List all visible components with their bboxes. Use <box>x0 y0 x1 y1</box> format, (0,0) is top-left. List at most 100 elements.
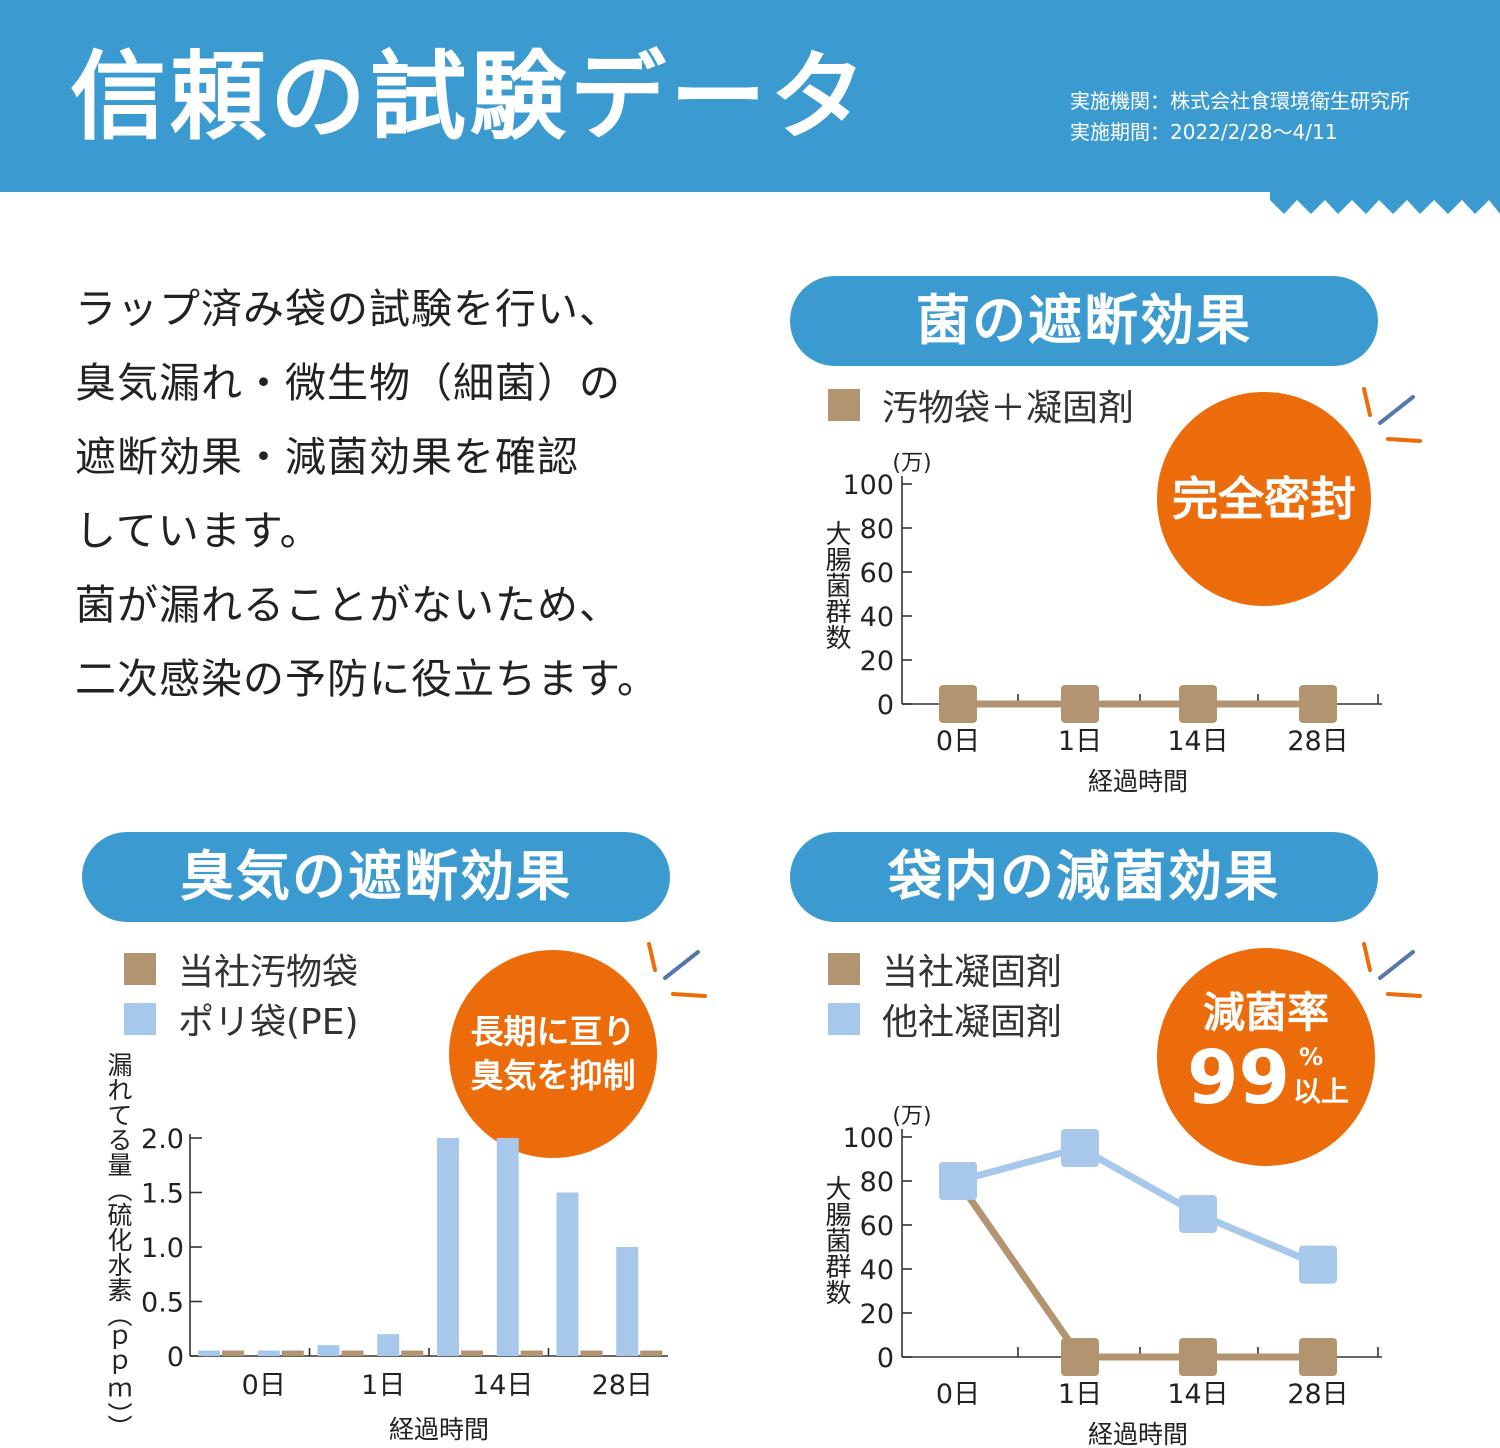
data-point <box>1299 1245 1337 1284</box>
accent-lines-icon <box>647 942 707 998</box>
legend-swatch <box>828 953 860 985</box>
data-point <box>1061 685 1099 723</box>
bar <box>377 1334 400 1356</box>
y-tick-label: 0 <box>167 1342 184 1373</box>
intro-line: 菌が漏れることがないため、 <box>75 581 621 629</box>
y-tick-label: 80 <box>860 1167 894 1198</box>
y-tick-label: 80 <box>860 514 894 545</box>
intro-text: ラップ済み袋の試験を行い、 臭気漏れ・微生物（細菌）の 遮断効果・減菌効果を確認… <box>75 272 735 716</box>
data-point <box>1299 685 1337 723</box>
y-unit-label: (万) <box>892 451 931 476</box>
x-tick-label: 28日 <box>1287 726 1348 757</box>
chart2-ylabel: 漏れてる量（硫化水素（ｐｐｍ）） <box>104 1052 133 1440</box>
bar <box>222 1350 244 1356</box>
legend-item: 汚物袋＋凝固剤 <box>828 380 1134 430</box>
chart2-title: 臭気の遮断効果 <box>82 832 670 922</box>
y-tick-label: 1.0 <box>141 1233 184 1264</box>
chart2-legend: 当社汚物袋 ポリ袋(PE) <box>124 944 359 1044</box>
legend-label: 汚物袋＋凝固剤 <box>882 388 1135 429</box>
badge-line: 臭気を抑制 <box>470 1056 636 1095</box>
intro-line: しています。 <box>75 507 322 555</box>
y-tick-label: 1.5 <box>141 1179 184 1210</box>
x-axis-title: 経過時間 <box>389 1415 489 1444</box>
bar <box>616 1247 639 1356</box>
series-line <box>955 1179 1318 1361</box>
x-tick-label: 0日 <box>242 1370 286 1401</box>
bar <box>341 1350 364 1356</box>
chart3-title: 袋内の減菌効果 <box>790 832 1378 922</box>
test-period: 実施期間：2022/2/28〜4/11 <box>1070 120 1338 144</box>
badge-unit: % <box>1299 1043 1324 1071</box>
y-tick-label: 60 <box>860 1211 894 1242</box>
badge-line: 減菌率 <box>1202 988 1329 1037</box>
legend-item: ポリ袋(PE) <box>124 994 359 1044</box>
legend-label: 当社凝固剤 <box>882 952 1063 993</box>
x-tick-label: 0日 <box>936 726 980 757</box>
y-tick-label: 60 <box>860 558 894 589</box>
x-tick-label: 1日 <box>1058 1379 1102 1410</box>
bar <box>556 1192 579 1356</box>
legend-item: 当社汚物袋 <box>124 944 359 994</box>
series-line <box>957 1144 1320 1268</box>
legend-swatch <box>124 1003 156 1035</box>
bar <box>437 1138 459 1356</box>
y-tick-label: 20 <box>860 646 894 677</box>
x-tick-label: 28日 <box>592 1370 653 1401</box>
intro-line: 臭気漏れ・微生物（細菌）の <box>75 359 621 407</box>
bar <box>317 1345 340 1356</box>
legend-label: 他社凝固剤 <box>882 1002 1063 1043</box>
bar <box>198 1350 220 1356</box>
intro-line: 遮断効果・減菌効果を確認 <box>75 433 579 481</box>
chart3-badge: 減菌率 99 % 以上 <box>1157 948 1375 1166</box>
zigzag-edge <box>1270 192 1500 214</box>
y-tick-label: 100 <box>842 470 894 501</box>
bar <box>520 1350 543 1356</box>
legend-swatch <box>828 389 860 421</box>
bar <box>401 1350 424 1356</box>
data-point <box>1061 1129 1099 1167</box>
legend-label: ポリ袋(PE) <box>178 1002 359 1043</box>
x-axis-title: 経過時間 <box>1088 1420 1188 1448</box>
data-point <box>1179 685 1217 723</box>
y-tick-label: 100 <box>842 1123 894 1154</box>
accent-lines-icon <box>1362 942 1422 998</box>
page-title: 信頼の試験データ <box>70 41 870 153</box>
chart3-legend: 当社凝固剤 他社凝固剤 <box>828 944 1062 1044</box>
bar <box>257 1350 280 1356</box>
bar <box>640 1350 663 1356</box>
badge-text: 完全密封 <box>1172 472 1356 526</box>
y-tick-label: 0 <box>877 690 894 721</box>
chart1-badge: 完全密封 <box>1157 392 1371 606</box>
data-point <box>1179 1195 1217 1233</box>
y-tick-label: 40 <box>860 602 894 633</box>
y-tick-label: 2.0 <box>141 1124 184 1155</box>
chart2-badge: 長期に亘り 臭気を抑制 <box>449 950 657 1158</box>
data-point <box>1179 1338 1217 1376</box>
legend-item: 他社凝固剤 <box>828 994 1062 1044</box>
x-tick-label: 14日 <box>1167 1379 1228 1410</box>
chart3-ylabel: 大腸菌群数 <box>821 1175 851 1305</box>
x-tick-label: 14日 <box>1167 726 1228 757</box>
x-tick-label: 1日 <box>361 1370 405 1401</box>
data-point <box>1061 1338 1099 1376</box>
intro-line: 二次感染の予防に役立ちます。 <box>75 655 659 703</box>
x-tick-label: 1日 <box>1058 726 1102 757</box>
header-banner: 信頼の試験データ 実施機関：株式会社食環境衛生研究所 実施期間：2022/2/2… <box>0 0 1500 192</box>
x-tick-label: 14日 <box>472 1370 533 1401</box>
y-tick-label: 20 <box>860 1299 894 1330</box>
y-tick-label: 0 <box>877 1343 894 1374</box>
legend-swatch <box>124 953 156 985</box>
test-institution: 実施機関：株式会社食環境衛生研究所 <box>1070 89 1410 113</box>
x-axis-title: 経過時間 <box>1088 767 1188 796</box>
chart1-ylabel: 大腸菌群数 <box>821 520 851 650</box>
chart1-legend: 汚物袋＋凝固剤 <box>828 380 1134 430</box>
bar <box>461 1350 483 1356</box>
badge-number: 99 <box>1187 1035 1290 1121</box>
y-unit-label: (万) <box>892 1104 931 1129</box>
accent-lines-icon <box>1362 387 1422 443</box>
x-tick-label: 28日 <box>1287 1379 1348 1410</box>
badge-line: 長期に亘り <box>470 1012 636 1051</box>
